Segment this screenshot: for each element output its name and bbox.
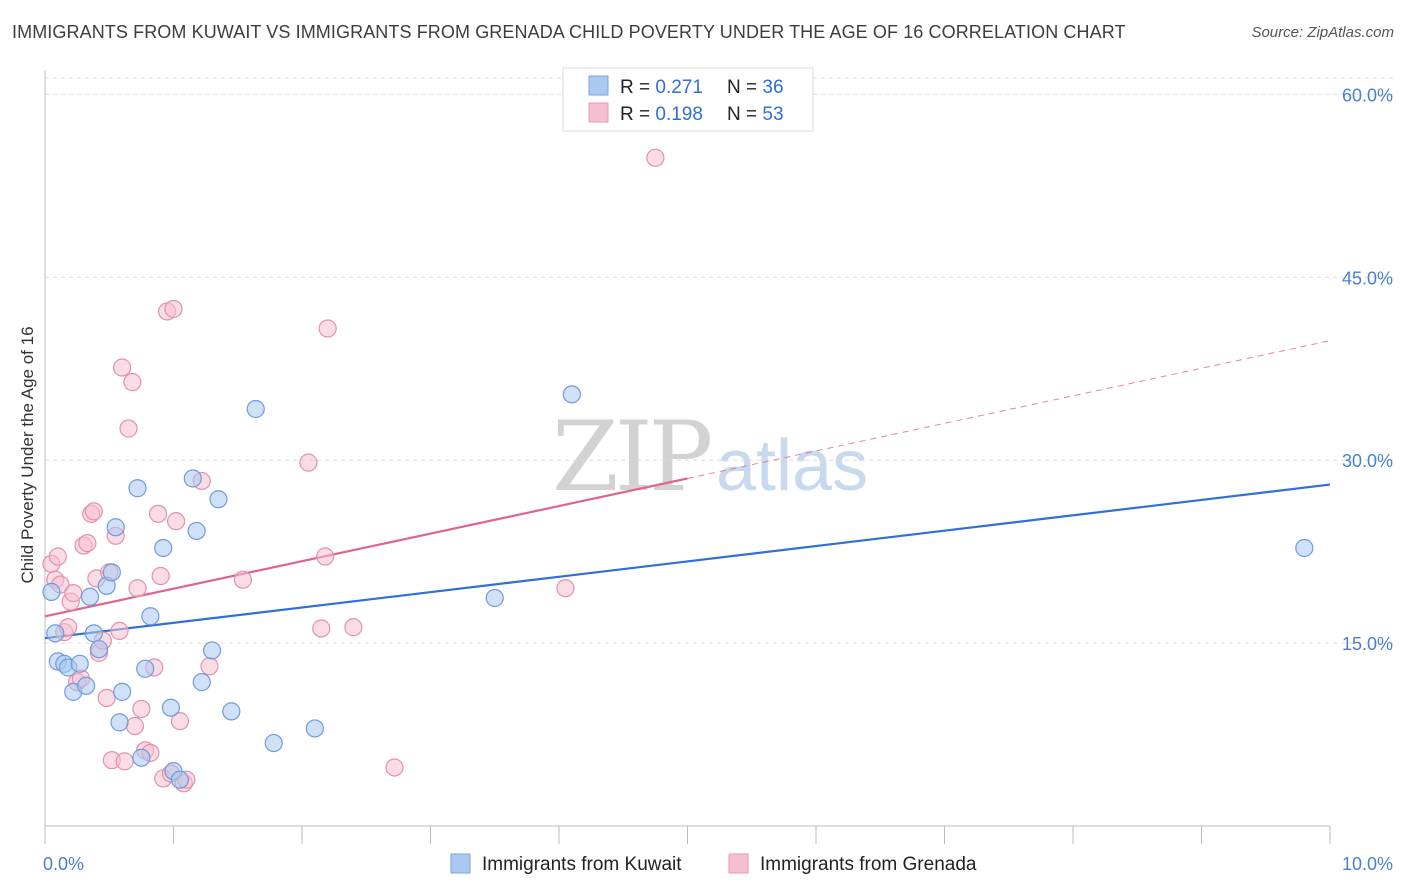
point-kuwait: [46, 624, 65, 643]
point-kuwait: [161, 698, 181, 717]
point-grenada: [170, 712, 190, 731]
point-grenada: [200, 657, 219, 676]
point-kuwait: [485, 588, 504, 608]
point-kuwait: [136, 659, 155, 678]
legend-n-value-kuwait: 36: [762, 77, 783, 98]
point-kuwait: [84, 624, 103, 643]
point-kuwait: [106, 518, 125, 537]
y-axis-title: Child Poverty Under the Age of 16: [18, 326, 37, 583]
y-tick-labels: 15.0% 30.0% 45.0% 60.0%: [1342, 85, 1393, 654]
watermark-atlas: atlas: [716, 426, 868, 506]
legend-row-grenada: R = 0.198: [620, 104, 703, 125]
axes: [44, 70, 1331, 844]
legend-n-kuwait: N = 36: [727, 77, 784, 98]
point-kuwait: [70, 654, 89, 673]
bottom-legend: Immigrants from Kuwait Immigrants from G…: [450, 853, 977, 875]
point-grenada: [164, 299, 183, 319]
y-tick-label: 60.0%: [1342, 85, 1393, 105]
trend-line-grenada-extension: [687, 340, 1331, 479]
point-grenada: [128, 579, 147, 598]
bottom-legend-kuwait: Immigrants from Kuwait: [482, 854, 682, 875]
point-kuwait: [222, 702, 241, 721]
x-tick-label: 0.0%: [43, 854, 84, 874]
legend-n-label-grenada: N =: [727, 104, 762, 125]
trend-line-grenada: [44, 477, 688, 618]
legend: R = 0.271 N = 36 R = 0.198 N = 53: [562, 67, 814, 132]
point-grenada: [125, 716, 145, 736]
legend-n-grenada: N = 53: [727, 104, 784, 125]
point-kuwait: [110, 713, 129, 732]
point-kuwait: [80, 587, 100, 606]
point-kuwait: [1295, 538, 1314, 558]
point-grenada: [48, 547, 67, 566]
x-tick-label: 10.0%: [1342, 854, 1393, 874]
point-grenada: [299, 453, 318, 472]
chart-title: IMMIGRANTS FROM KUWAIT VS IMMIGRANTS FRO…: [12, 22, 1126, 42]
legend-r-label-kuwait: R =: [620, 77, 655, 98]
point-kuwait: [89, 640, 109, 659]
x-tick-labels: 0.0% 10.0%: [43, 854, 1393, 874]
legend-r-label-grenada: R =: [620, 104, 655, 125]
point-grenada: [64, 584, 83, 603]
point-kuwait: [562, 385, 581, 404]
watermark-zip: ZIP: [552, 401, 711, 513]
legend-r-value-kuwait: 0.271: [655, 77, 703, 98]
point-grenada: [78, 534, 97, 553]
y-tick-label: 15.0%: [1342, 634, 1393, 654]
data-points: [42, 148, 1314, 793]
bottom-legend-grenada: Immigrants from Grenada: [760, 854, 977, 875]
point-kuwait: [264, 733, 283, 753]
point-kuwait: [202, 641, 222, 660]
point-kuwait: [170, 770, 190, 789]
point-kuwait: [183, 469, 202, 488]
point-grenada: [385, 758, 404, 777]
point-grenada: [316, 547, 335, 566]
point-kuwait: [132, 748, 151, 767]
point-grenada: [97, 688, 116, 708]
point-grenada: [318, 319, 337, 338]
legend-r-value-grenada: 0.198: [655, 104, 703, 125]
legend-swatch-grenada: [588, 102, 609, 123]
trend-lines: [44, 340, 1331, 640]
bottom-legend-swatch-grenada: [728, 853, 749, 874]
point-grenada: [344, 618, 363, 637]
y-tick-label: 30.0%: [1342, 451, 1393, 471]
point-kuwait: [192, 673, 211, 692]
point-kuwait: [305, 719, 324, 738]
legend-n-value-grenada: 53: [762, 104, 783, 125]
point-kuwait: [209, 490, 228, 509]
point-grenada: [151, 566, 170, 586]
point-grenada: [556, 579, 575, 598]
trend-line-kuwait: [44, 483, 1331, 640]
point-grenada: [312, 619, 331, 638]
point-kuwait: [246, 399, 265, 419]
point-grenada: [148, 504, 168, 523]
point-grenada: [112, 358, 132, 377]
legend-row-kuwait: R = 0.271: [620, 77, 703, 98]
legend-n-label-kuwait: N =: [727, 77, 762, 98]
point-kuwait: [141, 607, 160, 626]
source-credit: Source: ZipAtlas.com: [1251, 24, 1394, 41]
y-tick-label: 45.0%: [1342, 268, 1393, 288]
bottom-legend-swatch-kuwait: [450, 853, 471, 874]
point-kuwait: [112, 682, 132, 701]
point-kuwait: [77, 676, 96, 695]
point-grenada: [646, 148, 665, 167]
point-kuwait: [128, 479, 147, 498]
point-grenada: [84, 502, 103, 521]
watermark: ZIP atlas: [552, 401, 868, 513]
point-kuwait: [187, 521, 206, 541]
point-grenada: [132, 699, 151, 719]
legend-swatch-kuwait: [588, 75, 609, 96]
point-grenada: [115, 752, 134, 771]
point-grenada: [123, 373, 142, 392]
point-kuwait: [42, 582, 61, 601]
point-grenada: [110, 621, 129, 641]
point-grenada: [166, 512, 186, 531]
point-kuwait: [154, 538, 173, 558]
point-grenada: [119, 419, 138, 438]
point-grenada: [233, 570, 252, 589]
point-kuwait: [102, 563, 121, 582]
